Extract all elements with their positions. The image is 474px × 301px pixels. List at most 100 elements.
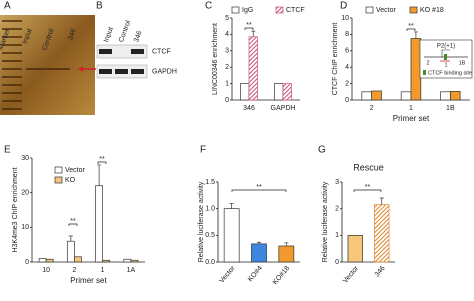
bar (130, 259, 139, 263)
error-bar (229, 202, 234, 209)
gel-image (0, 15, 95, 115)
bar (95, 185, 103, 263)
arrow-head (78, 66, 83, 72)
y-tick-label: 5 (225, 15, 229, 22)
lane-label: Control (118, 19, 132, 43)
bracket (231, 189, 287, 192)
inset-site (444, 54, 447, 60)
bar (371, 90, 382, 101)
y-tick-label: 1 (225, 80, 229, 87)
legend-swatch (275, 6, 284, 14)
legend-label: KO #18 (420, 7, 444, 14)
y-tick-label: 2 (225, 64, 229, 71)
bracket (406, 28, 416, 31)
row-label: GAPDH (152, 68, 177, 75)
bar (374, 204, 390, 263)
bar (440, 91, 451, 101)
bar (74, 256, 82, 263)
y-axis-label: CTCF ChIP enrichment (332, 23, 339, 96)
x-tick-label: 2 (370, 105, 374, 112)
y-tick-label: 0.0 (205, 259, 215, 266)
y-axis-label: Relative luciferase activity (322, 181, 329, 262)
x-tick-label: KO#4 (247, 265, 264, 283)
y-tick-label: 0 (335, 259, 339, 266)
lane-label: Input (22, 28, 34, 45)
blot-band (99, 49, 112, 54)
bar (45, 258, 54, 263)
x-tick-label: 346 (243, 105, 255, 112)
lane-label: 346 (67, 28, 78, 41)
y-tick-label: 20 (21, 190, 29, 197)
bracket (353, 189, 382, 192)
lane-label: Marker (0, 27, 12, 50)
bar (223, 208, 240, 263)
inset-text: 2 (426, 60, 429, 66)
legend-label: CTCF (286, 7, 305, 14)
panel-letter: C (205, 1, 212, 12)
error-bar (68, 235, 73, 242)
legend-label: KO (65, 177, 76, 184)
legend-swatch (409, 6, 418, 14)
bar (347, 234, 363, 263)
y-tick-label: 0 (345, 97, 349, 104)
significance: ** (256, 184, 262, 191)
error-bar (379, 197, 384, 205)
x-tick-label: 1 (409, 105, 413, 112)
error-bar (97, 164, 102, 186)
error-bar (251, 30, 256, 37)
bar (282, 83, 292, 101)
inset-text: 1B (459, 60, 466, 66)
bar (102, 259, 111, 263)
inset-key: CTCF binding site (428, 70, 472, 76)
y-tick-label: 10 (341, 15, 349, 22)
error-bar (257, 241, 261, 244)
error-bar (284, 242, 289, 246)
error-bar (413, 31, 418, 39)
bar (361, 91, 373, 101)
significance: ** (70, 218, 76, 225)
blot-band (131, 69, 144, 74)
significance: ** (246, 22, 252, 29)
bar (66, 240, 75, 263)
x-axis-label: Primer set (393, 114, 430, 123)
y-tick-label: 0.5 (205, 232, 215, 239)
y-tick-label: 3 (335, 179, 339, 186)
y-tick-label: 1 (335, 232, 339, 239)
y-tick-label: 8 (345, 31, 349, 38)
x-tick-label: Vector (218, 264, 237, 284)
y-tick-label: 4 (225, 31, 229, 38)
lane-label: Input (103, 26, 115, 43)
y-tick-label: 1.5 (205, 179, 215, 186)
bar (278, 245, 295, 263)
bar (240, 83, 250, 101)
y-tick-label: 0 (225, 97, 229, 104)
x-tick-label: 1A (127, 267, 136, 274)
y-tick-label: 10 (21, 224, 29, 231)
bar (274, 83, 284, 101)
x-tick-label: 1B (446, 105, 455, 112)
inset-text: P2(+1) (437, 44, 455, 50)
inset-arrow (441, 49, 450, 57)
bracket (97, 161, 107, 164)
panel-letter: E (4, 145, 11, 156)
y-axis-label: H3K4me3 ChIP enrichment (12, 167, 19, 252)
inset-text: 1 (444, 62, 447, 68)
bar (410, 38, 422, 101)
legend-swatch (54, 166, 63, 174)
y-tick-label: 1.0 (205, 206, 215, 213)
x-tick-label: Vector (342, 264, 361, 284)
bar (251, 243, 267, 263)
x-tick-label: 1 (101, 267, 105, 274)
x-tick-label: 2 (72, 267, 76, 274)
panel-letter: F (200, 145, 206, 156)
bar (248, 36, 258, 101)
row-label: CTCF (152, 48, 171, 55)
bar (449, 91, 461, 101)
y-axis-label: LINC00346 enrichment (212, 23, 219, 95)
legend-label: IgG (242, 7, 253, 14)
y-tick-label: 0 (25, 259, 29, 266)
legend-label: Vector (376, 7, 397, 14)
y-axis-label: Relative luciferase activity (198, 181, 205, 262)
inset-key-swatch (423, 70, 426, 75)
